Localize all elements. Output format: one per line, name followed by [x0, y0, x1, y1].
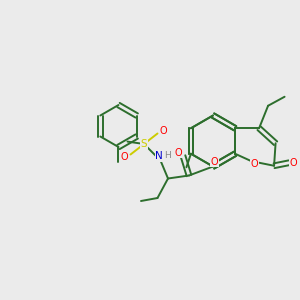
- Text: O: O: [290, 158, 297, 168]
- Text: O: O: [251, 159, 258, 169]
- Text: O: O: [175, 148, 182, 158]
- Text: O: O: [121, 152, 128, 163]
- Text: O: O: [160, 125, 167, 136]
- Text: H: H: [164, 151, 170, 160]
- Text: N: N: [155, 151, 163, 161]
- Text: O: O: [211, 157, 218, 167]
- Text: S: S: [141, 139, 147, 149]
